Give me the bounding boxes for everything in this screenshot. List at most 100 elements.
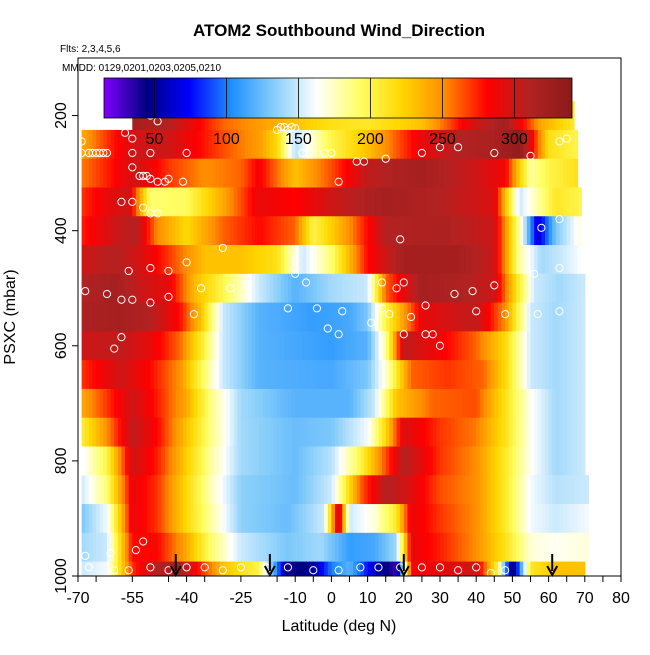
heatmap-cell: [519, 216, 524, 246]
heatmap-cell: [534, 388, 539, 419]
heatmap-cell: [338, 187, 343, 217]
heatmap-cell: [407, 360, 412, 390]
heatmap-cell: [121, 187, 126, 217]
heatmap-cell: [501, 331, 506, 361]
heatmap-cell: [468, 446, 474, 476]
heatmap-cell: [262, 388, 267, 419]
data-point-marker: [81, 287, 90, 296]
heatmap-cell: [121, 273, 126, 304]
heatmap-cell: [172, 446, 177, 476]
heatmap-cell: [309, 446, 314, 476]
heatmap-cell: [392, 129, 398, 160]
data-point-marker: [367, 318, 376, 327]
heatmap-cell: [168, 129, 173, 160]
heatmap-cell: [284, 446, 289, 476]
heatmap-cell: [309, 504, 314, 534]
heatmap-cell: [237, 417, 242, 447]
heatmap-cell: [497, 302, 503, 332]
heatmap-cell: [103, 331, 108, 361]
heatmap-cell: [577, 187, 582, 217]
heatmap-cell: [164, 273, 170, 304]
heatmap-cell: [161, 475, 166, 505]
data-point-marker: [562, 134, 571, 143]
heatmap-cell: [201, 475, 206, 505]
heatmap-cell: [313, 245, 318, 275]
heatmap-cell: [302, 388, 307, 419]
heatmap-cell: [443, 360, 448, 390]
heatmap-cell: [345, 561, 351, 576]
heatmap-cell: [450, 417, 456, 447]
heatmap-cell: [154, 158, 159, 188]
heatmap-cell: [363, 360, 369, 390]
heatmap-cell: [150, 532, 155, 563]
heatmap-cell: [570, 417, 575, 447]
heatmap-cell: [190, 187, 195, 217]
heatmap-cell: [284, 158, 289, 188]
heatmap-cell: [458, 561, 463, 576]
heatmap-cell: [566, 158, 571, 188]
heatmap-cell: [172, 475, 177, 505]
heatmap-cell: [237, 504, 242, 534]
heatmap-cell: [219, 388, 224, 419]
heatmap-cell: [389, 187, 394, 217]
heatmap-cell: [99, 561, 104, 576]
heatmap-cell: [154, 532, 159, 563]
heatmap-cell: [443, 273, 448, 304]
heatmap-cell: [331, 561, 336, 576]
heatmap-cell: [468, 360, 474, 390]
heatmap-cell: [461, 532, 466, 563]
heatmap-cell: [309, 561, 314, 576]
heatmap-cell: [487, 331, 492, 361]
heatmap-cell: [494, 331, 499, 361]
heatmap-cell: [259, 388, 264, 419]
heatmap-cell: [425, 273, 430, 304]
data-point-marker: [435, 341, 445, 350]
heatmap-cell: [161, 360, 166, 390]
data-point-marker: [196, 284, 206, 293]
heatmap-cell: [392, 331, 398, 361]
heatmap-cell: [193, 446, 199, 476]
heatmap-cell: [548, 561, 553, 576]
heatmap-cell: [483, 360, 488, 390]
heatmap-cell: [436, 129, 441, 160]
data-point-marker: [421, 301, 430, 310]
heatmap-cell: [454, 302, 459, 332]
heatmap-cell: [411, 187, 416, 217]
heatmap-cell: [512, 561, 517, 576]
heatmap-cell: [487, 388, 492, 419]
data-point-marker: [377, 278, 387, 287]
heatmap-cell: [555, 388, 561, 419]
heatmap-cell: [273, 187, 278, 217]
heatmap-cell: [363, 446, 369, 476]
heatmap-cell: [411, 446, 416, 476]
heatmap-cell: [309, 187, 314, 217]
heatmap-cell: [197, 273, 202, 304]
heatmap-cell: [461, 504, 466, 534]
heatmap-cell: [353, 561, 358, 576]
heatmap-cell: [342, 187, 347, 217]
heatmap-cell: [414, 388, 419, 419]
heatmap-cell: [99, 360, 104, 390]
heatmap-cell: [447, 216, 452, 246]
heatmap-cell: [143, 504, 148, 534]
heatmap-cell: [490, 245, 495, 275]
colorbar: [103, 77, 573, 119]
heatmap-cell: [505, 187, 510, 217]
heatmap-cell: [295, 417, 300, 447]
heatmap-cell: [526, 158, 532, 188]
heatmap-cell: [88, 331, 94, 361]
heatmap-cell: [494, 388, 499, 419]
heatmap-cell: [103, 417, 108, 447]
heatmap-cell: [81, 273, 86, 304]
heatmap-cell: [414, 187, 419, 217]
heatmap-cell: [277, 446, 282, 476]
heatmap-cell: [106, 360, 112, 390]
heatmap-cell: [320, 561, 325, 576]
heatmap-cell: [237, 302, 242, 332]
heatmap-cell: [186, 302, 191, 332]
heatmap-cell: [175, 273, 180, 304]
data-point-marker: [334, 177, 343, 186]
heatmap-cell: [287, 302, 293, 332]
heatmap-cell: [324, 388, 329, 419]
